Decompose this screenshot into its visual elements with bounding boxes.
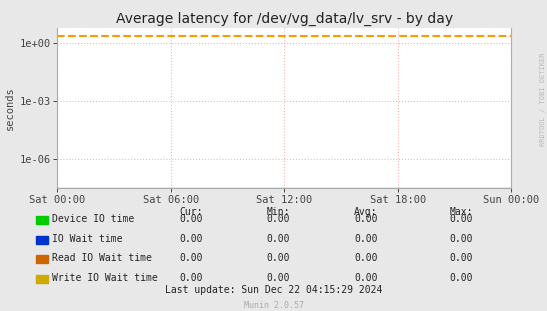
Text: Write IO Wait time: Write IO Wait time — [52, 273, 158, 283]
Text: 0.00: 0.00 — [266, 273, 290, 283]
Text: Cur:: Cur: — [179, 207, 202, 217]
Text: 0.00: 0.00 — [354, 273, 377, 283]
Text: 0.00: 0.00 — [179, 253, 202, 263]
Text: RRDTOOL / TOBI OETIKER: RRDTOOL / TOBI OETIKER — [540, 53, 546, 146]
Y-axis label: seconds: seconds — [5, 86, 15, 130]
Text: IO Wait time: IO Wait time — [52, 234, 123, 244]
Text: 0.00: 0.00 — [450, 214, 473, 224]
Text: Read IO Wait time: Read IO Wait time — [52, 253, 152, 263]
Text: 0.00: 0.00 — [354, 253, 377, 263]
Text: 0.00: 0.00 — [179, 214, 202, 224]
Text: Avg:: Avg: — [354, 207, 377, 217]
Text: Munin 2.0.57: Munin 2.0.57 — [243, 301, 304, 310]
Text: 0.00: 0.00 — [179, 234, 202, 244]
Text: 0.00: 0.00 — [266, 253, 290, 263]
Text: Last update: Sun Dec 22 04:15:29 2024: Last update: Sun Dec 22 04:15:29 2024 — [165, 285, 382, 295]
Title: Average latency for /dev/vg_data/lv_srv - by day: Average latency for /dev/vg_data/lv_srv … — [116, 12, 453, 26]
Text: Max:: Max: — [450, 207, 473, 217]
Text: 0.00: 0.00 — [354, 214, 377, 224]
Text: 0.00: 0.00 — [266, 234, 290, 244]
Text: 0.00: 0.00 — [354, 234, 377, 244]
Text: Device IO time: Device IO time — [52, 214, 134, 224]
Text: 0.00: 0.00 — [450, 253, 473, 263]
Text: 0.00: 0.00 — [266, 214, 290, 224]
Text: 0.00: 0.00 — [450, 273, 473, 283]
Text: 0.00: 0.00 — [450, 234, 473, 244]
Text: 0.00: 0.00 — [179, 273, 202, 283]
Text: Min:: Min: — [266, 207, 290, 217]
